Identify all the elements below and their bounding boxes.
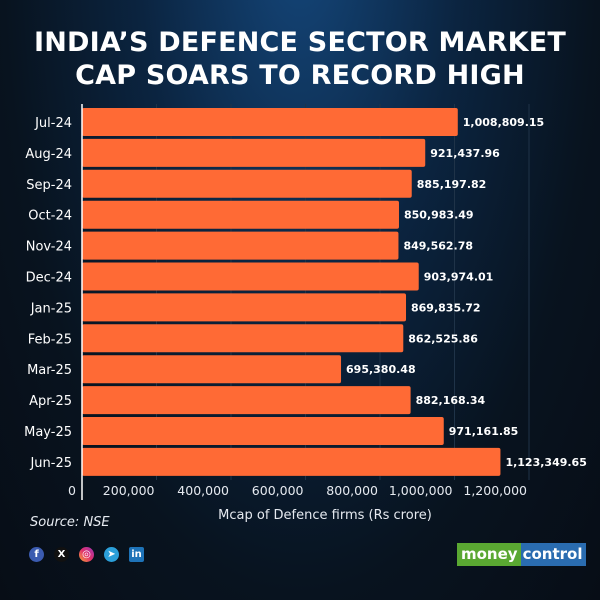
data-label: 695,380.48 [346,363,416,376]
y-category-label: Jan-25 [30,301,72,316]
linkedin-icon[interactable]: in [129,547,144,562]
y-category-label: Apr-25 [29,394,72,409]
instagram-icon[interactable]: ◎ [79,547,94,562]
chart-title: INDIA’S DEFENCE SECTOR MARKET CAP SOARS … [0,26,600,92]
y-category-label: Sep-24 [26,178,72,193]
title-line-2: CAP SOARS TO RECORD HIGH [75,60,525,91]
bar [82,293,407,322]
x-tick-label: 1,000,000 [389,483,453,498]
data-label: 921,437.96 [430,147,500,160]
data-label: 850,983.49 [404,209,474,222]
data-label: 849,562.78 [403,240,473,253]
x-tick-label: 600,000 [252,483,304,498]
logo-part-control: control [520,543,587,566]
y-category-label: Feb-25 [28,332,72,347]
bar [82,386,411,415]
bar [82,169,412,198]
bar [82,262,419,291]
data-label: 862,525.86 [408,332,478,345]
bar [82,417,444,445]
data-label: 885,197.82 [417,178,487,191]
bar [82,231,399,260]
x-tick-label: 400,000 [177,483,229,498]
source-note: Source: NSE [30,515,110,530]
bar [82,108,458,136]
bar [82,447,501,476]
y-category-label: Aug-24 [25,147,72,162]
x-axis-title: Mcap of Defence firms (Rs crore) [218,508,432,523]
y-category-label: Dec-24 [26,271,72,286]
data-label: 882,168.34 [416,394,486,407]
social-icons: f X ◎ ➤ in [29,547,144,562]
moneycontrol-logo: money control [457,543,587,566]
facebook-icon[interactable]: f [29,547,44,562]
data-label: 1,008,809.15 [463,116,544,129]
y-category-label: Mar-25 [27,363,72,378]
x-tick-label: 0 [68,483,76,498]
title-line-1: INDIA’S DEFENCE SECTOR MARKET [33,27,567,58]
telegram-icon[interactable]: ➤ [104,547,119,562]
bar [82,138,426,167]
data-label: 869,835.72 [411,301,481,314]
y-category-label: May-25 [24,425,72,440]
x-tick-label: 800,000 [326,483,378,498]
y-category-label: Jul-24 [34,116,72,131]
data-label: 1,123,349.65 [505,456,586,469]
data-label: 903,974.01 [424,271,494,284]
logo-part-money: money [457,543,521,566]
bar [82,324,404,353]
y-category-label: Oct-24 [28,209,72,224]
bar [82,200,399,229]
data-label: 971,161.85 [449,425,519,438]
x-icon[interactable]: X [54,547,69,562]
bar [82,355,342,384]
y-category-label: Nov-24 [26,240,72,255]
y-category-label: Jun-25 [29,456,72,471]
x-tick-label: 200,000 [103,483,155,498]
x-tick-label: 1,200,000 [463,483,527,498]
